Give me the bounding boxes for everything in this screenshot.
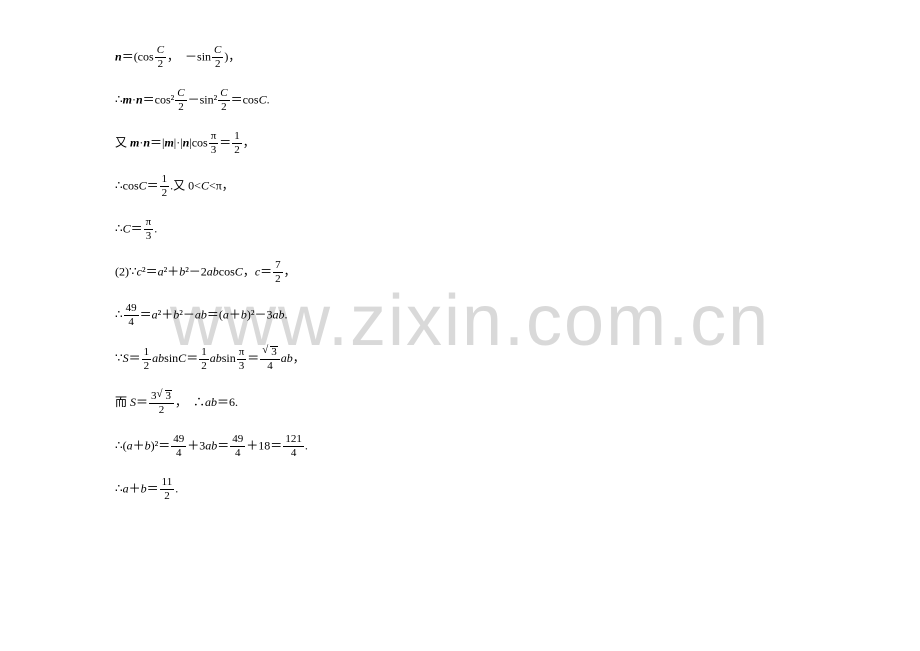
math-line-2: ∴m·n＝cos²C2－sin²C2＝cosC. [115, 88, 515, 113]
math-line-9: 而 S＝332， ∴ab＝6. [115, 390, 515, 416]
math-line-3: 又 m·n＝|m|·|n|cosπ3＝12， [115, 131, 515, 156]
math-line-7: ∴494＝a²＋b²－ab＝(a＋b)²－3ab. [115, 303, 515, 328]
math-content: n＝(cosC2， －sinC2)， ∴m·n＝cos²C2－sin²C2＝co… [115, 45, 515, 520]
math-line-5: ∴C＝π3. [115, 217, 515, 242]
math-line-4: ∴cosC＝12.又 0<C<π， [115, 174, 515, 199]
math-line-8: ∵S＝12absinC＝12absinπ3＝34ab， [115, 346, 515, 372]
math-line-10: ∴(a＋b)²＝494＋3ab＝494＋18＝1214. [115, 434, 515, 459]
math-line-6: (2)∵c²＝a²＋b²－2abcosC，c＝72， [115, 260, 515, 285]
math-line-1: n＝(cosC2， －sinC2)， [115, 45, 515, 70]
math-line-11: ∴a＋b＝112. [115, 477, 515, 502]
